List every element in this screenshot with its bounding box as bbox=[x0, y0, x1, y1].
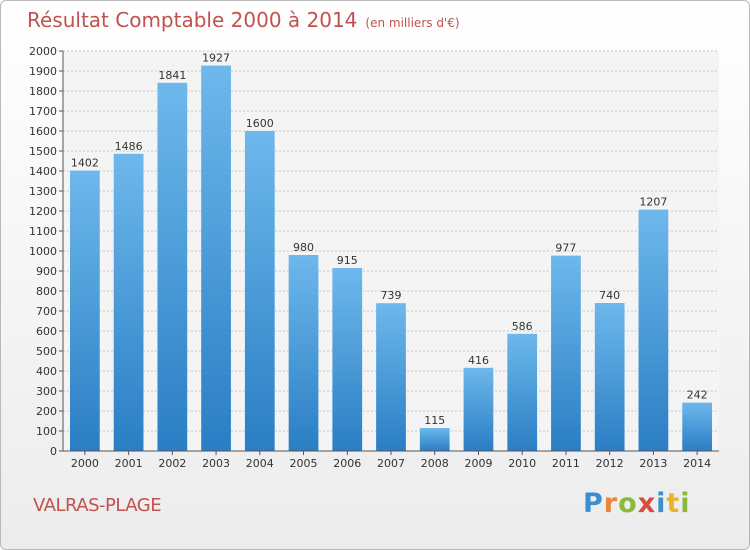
x-tick-label: 2006 bbox=[333, 457, 361, 470]
y-tick-label: 400 bbox=[36, 365, 57, 378]
bar bbox=[682, 402, 713, 451]
logo-letter: r bbox=[603, 488, 619, 519]
x-tick-label: 2003 bbox=[202, 457, 230, 470]
data-label: 1600 bbox=[246, 117, 274, 130]
logo-letter: t bbox=[666, 488, 681, 519]
data-label: 740 bbox=[599, 289, 620, 302]
x-tick-label: 2007 bbox=[377, 457, 405, 470]
logo-letter: i bbox=[656, 488, 667, 519]
bar bbox=[113, 153, 144, 452]
bar bbox=[551, 255, 581, 451]
y-tick-label: 700 bbox=[36, 305, 57, 318]
y-tick-label: 1500 bbox=[29, 145, 57, 158]
data-label: 739 bbox=[381, 289, 402, 302]
y-tick-label: 1700 bbox=[29, 105, 57, 118]
logo-letter: P bbox=[583, 488, 604, 519]
x-tick-label: 2012 bbox=[596, 457, 624, 470]
axes: 0 100 200 300 400 500 600 700 800 900 1000 1100 1200… bbox=[29, 45, 719, 470]
bar bbox=[332, 268, 363, 451]
bar bbox=[419, 428, 450, 451]
x-tick-label: 2013 bbox=[639, 457, 667, 470]
x-tick-label: 2014 bbox=[683, 457, 711, 470]
x-tick-label: 2005 bbox=[290, 457, 318, 470]
data-label: 915 bbox=[337, 254, 358, 267]
commune-name: VALRAS-PLAGE bbox=[33, 495, 162, 516]
data-label: 242 bbox=[687, 389, 708, 402]
bar bbox=[157, 82, 188, 452]
y-tick-label: 100 bbox=[36, 425, 57, 438]
bar bbox=[244, 131, 275, 451]
y-tick-label: 500 bbox=[36, 345, 57, 358]
bar bbox=[463, 367, 494, 451]
x-tick-label: 2010 bbox=[508, 457, 536, 470]
logo-letter: i bbox=[680, 488, 691, 519]
logo-letter: x bbox=[637, 488, 657, 519]
y-tick-label: 1900 bbox=[29, 65, 57, 78]
y-tick-label: 1000 bbox=[29, 245, 57, 258]
bar bbox=[201, 65, 231, 451]
data-label: 980 bbox=[293, 241, 314, 254]
bar bbox=[288, 255, 319, 451]
bar bbox=[376, 303, 406, 451]
data-label: 1927 bbox=[202, 52, 230, 65]
data-label: 977 bbox=[555, 242, 576, 255]
x-tick-label: 2009 bbox=[464, 457, 492, 470]
title-text: Résultat Comptable 2000 à 2014 bbox=[27, 8, 358, 32]
chart-title: Résultat Comptable 2000 à 2014 (en millie… bbox=[27, 8, 460, 32]
y-tick-label: 1600 bbox=[29, 125, 57, 138]
data-label: 1402 bbox=[71, 157, 99, 170]
proxiti-logo: Proxiti bbox=[583, 488, 691, 519]
x-tick-label: 2011 bbox=[552, 457, 580, 470]
data-label: 115 bbox=[424, 414, 445, 427]
x-tick-label: 2004 bbox=[246, 457, 274, 470]
y-tick-label: 0 bbox=[50, 445, 57, 458]
y-tick-label: 1100 bbox=[29, 225, 57, 238]
x-tick-label: 2001 bbox=[115, 457, 143, 470]
bars: 1402 1486 1841 1927 1600 980 915 739 115 416 586 97… bbox=[69, 52, 713, 452]
bar bbox=[69, 170, 100, 451]
y-tick-label: 1800 bbox=[29, 85, 57, 98]
data-label: 416 bbox=[468, 354, 489, 367]
data-label: 1841 bbox=[158, 69, 186, 82]
data-label: 586 bbox=[512, 320, 533, 333]
y-tick-label: 900 bbox=[36, 265, 57, 278]
y-tick-label: 1300 bbox=[29, 185, 57, 198]
data-label: 1207 bbox=[639, 196, 667, 209]
y-tick-label: 300 bbox=[36, 385, 57, 398]
bar bbox=[594, 303, 625, 451]
x-tick-label: 2002 bbox=[158, 457, 186, 470]
x-tick-label: 2008 bbox=[421, 457, 449, 470]
data-label: 1486 bbox=[115, 140, 143, 153]
y-tick-label: 600 bbox=[36, 325, 57, 338]
bar bbox=[638, 209, 669, 451]
x-tick-label: 2000 bbox=[71, 457, 99, 470]
bar bbox=[507, 333, 538, 451]
y-tick-label: 800 bbox=[36, 285, 57, 298]
y-tick-label: 1200 bbox=[29, 205, 57, 218]
y-tick-label: 2000 bbox=[29, 45, 57, 58]
y-tick-label: 200 bbox=[36, 405, 57, 418]
chart-subtitle: (en milliers d'€) bbox=[365, 16, 460, 30]
logo-letter: o bbox=[618, 488, 638, 519]
y-tick-label: 1400 bbox=[29, 165, 57, 178]
